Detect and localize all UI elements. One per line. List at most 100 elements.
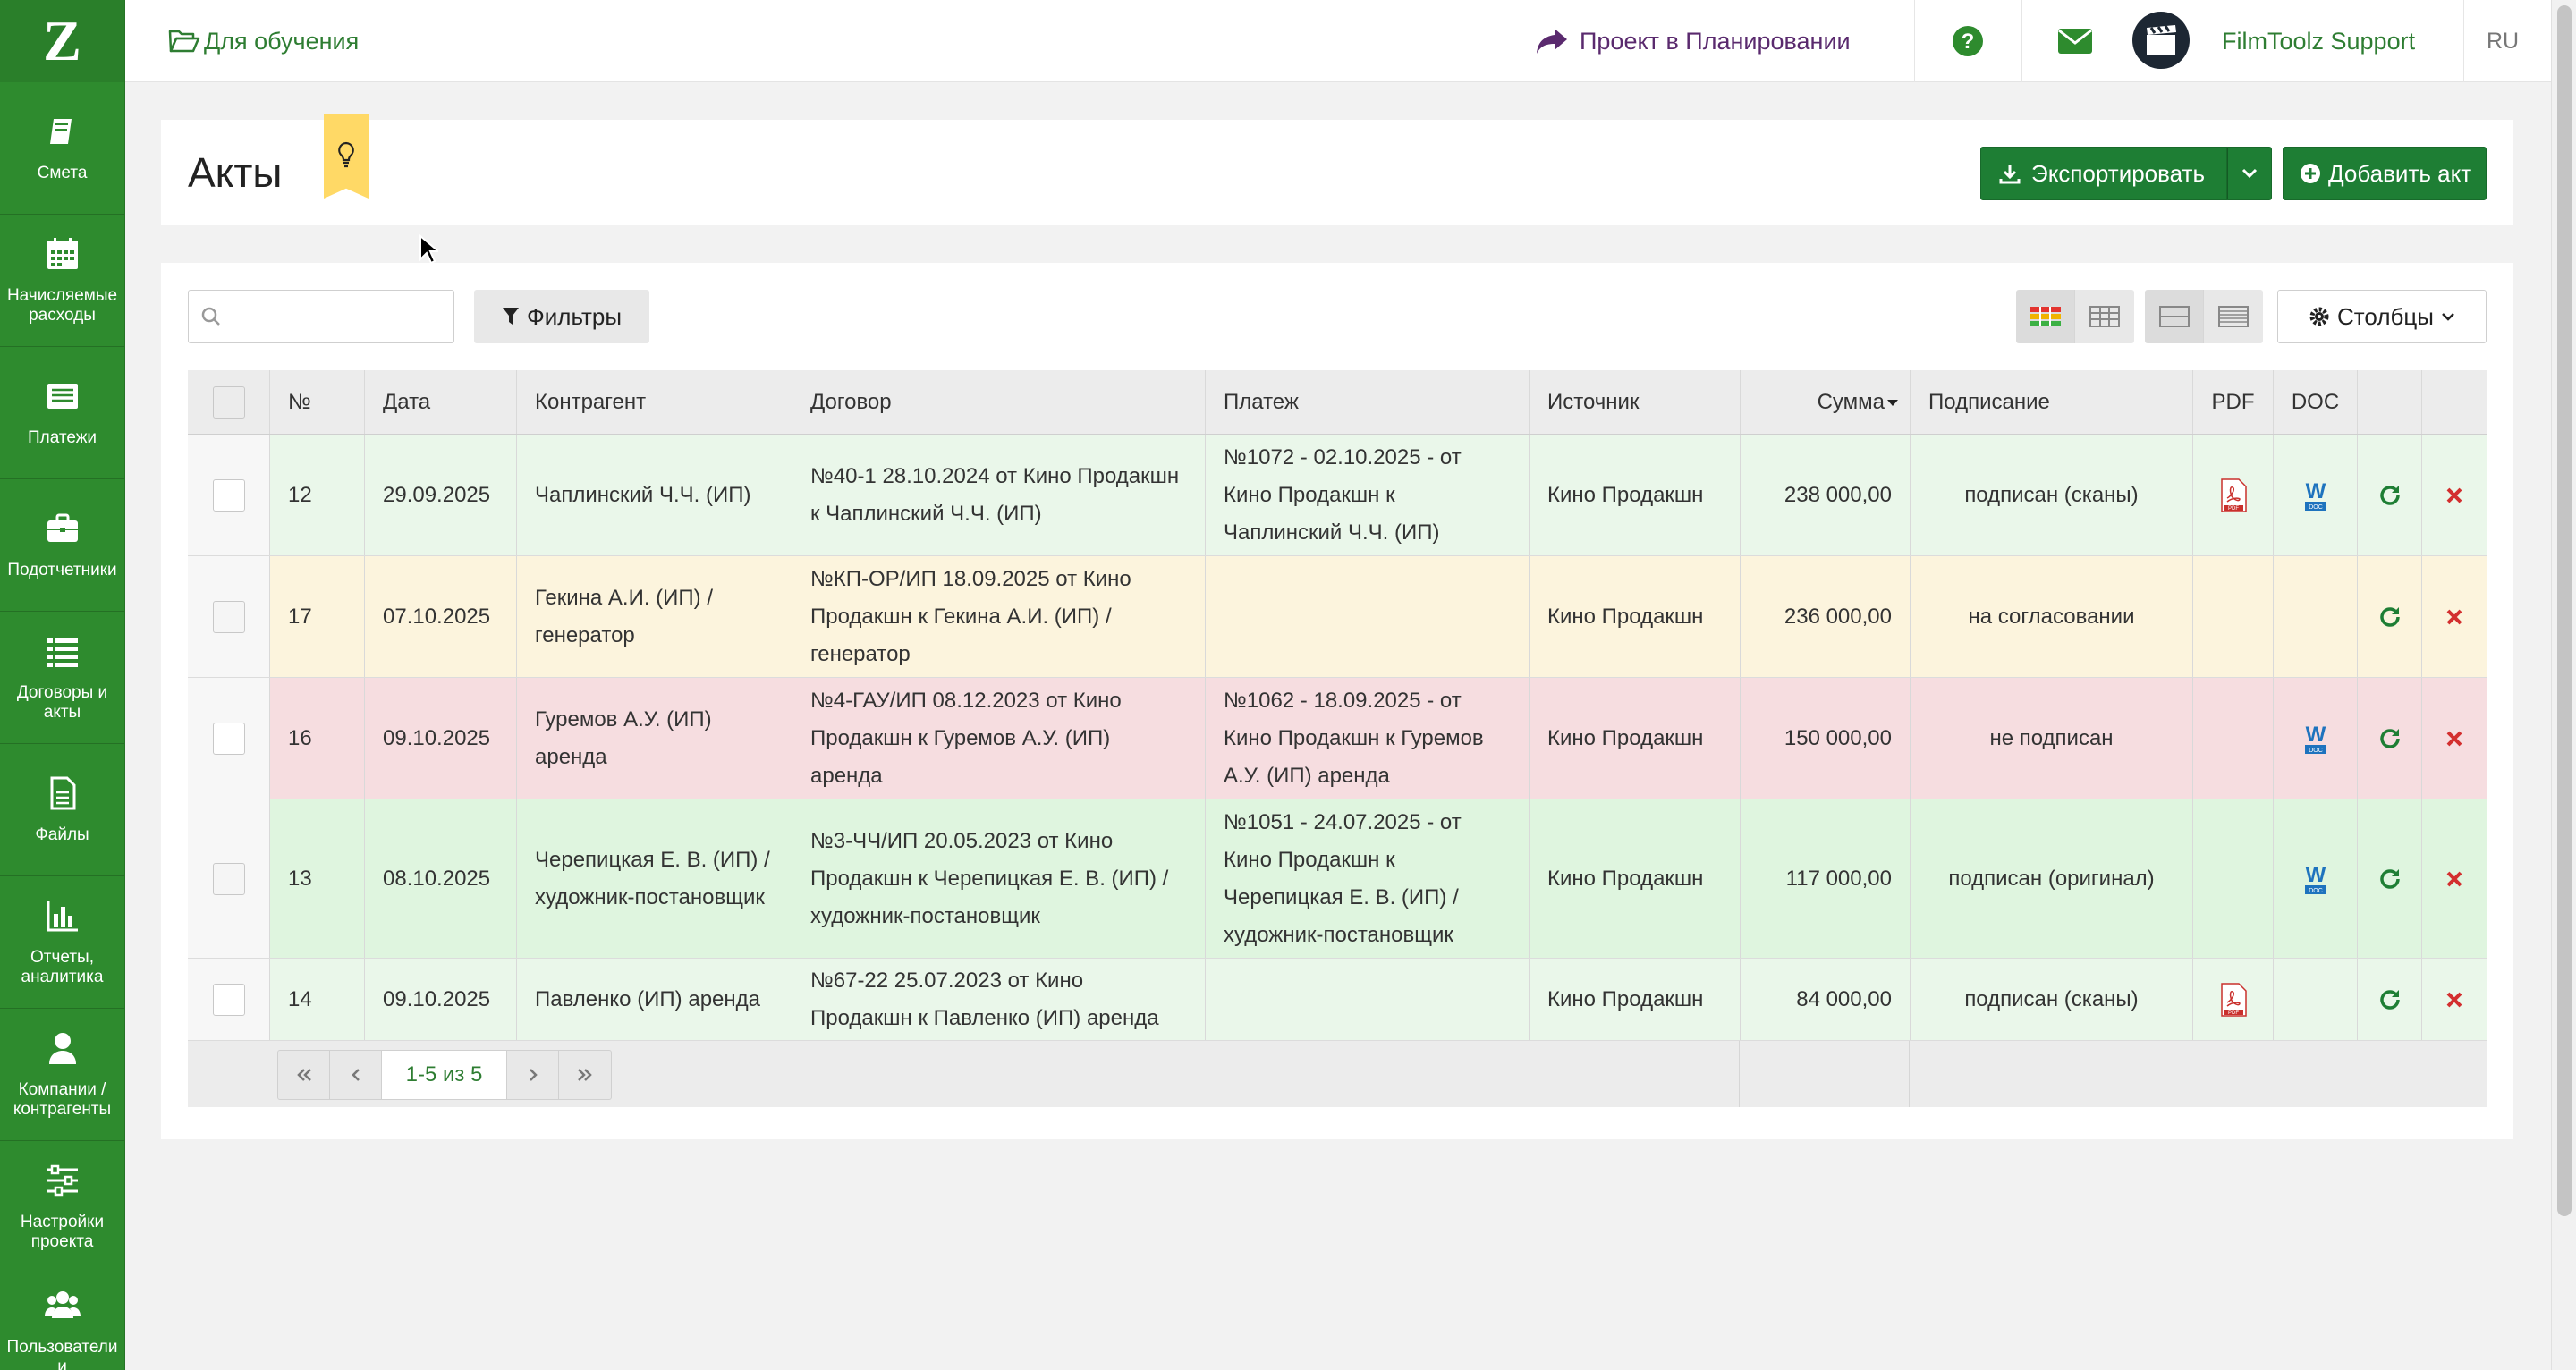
column-header-source[interactable]: Источник — [1530, 370, 1741, 434]
pdf-file-icon[interactable]: PDF — [2220, 478, 2247, 512]
envelope-icon — [2058, 29, 2092, 54]
help-button[interactable]: ? — [1914, 0, 2021, 82]
sidebar-item-companies[interactable]: Компании / контрагенты — [0, 1009, 124, 1141]
columns-button[interactable]: Столбцы — [2277, 290, 2487, 343]
sort-desc-icon — [1887, 399, 1898, 406]
svg-text:PDF: PDF — [2228, 506, 2239, 512]
column-header-signing[interactable]: Подписание — [1911, 370, 2193, 434]
sidebar-item-contracts[interactable]: Договоры и акты — [0, 612, 124, 744]
logo[interactable]: Z — [0, 0, 124, 82]
delete-icon[interactable] — [2445, 870, 2463, 888]
cell-doc — [2274, 959, 2358, 1040]
select-all-cell — [188, 370, 270, 434]
delete-icon[interactable] — [2445, 991, 2463, 1009]
double-chevron-right-icon — [578, 1069, 592, 1081]
row-checkbox[interactable] — [212, 862, 245, 895]
cell-number: 16 — [270, 678, 365, 799]
row-checkbox[interactable] — [212, 478, 245, 512]
table-row[interactable]: 14 09.10.2025 Павленко (ИП) аренда №67-2… — [188, 959, 2487, 1041]
sidebar-item-payments[interactable]: Платежи — [0, 347, 124, 479]
tips-bookmark[interactable] — [324, 114, 369, 199]
page-info: 1-5 из 5 — [382, 1051, 507, 1099]
delete-icon[interactable] — [2445, 608, 2463, 626]
first-page-button[interactable] — [278, 1051, 330, 1099]
page-title: Акты — [188, 149, 283, 196]
pagination: 1-5 из 5 — [277, 1050, 612, 1100]
briefcase-icon — [47, 513, 78, 542]
refresh-icon[interactable] — [2378, 605, 2402, 629]
row-select-cell — [188, 959, 270, 1040]
plain-table-view-button[interactable] — [2075, 290, 2134, 343]
svg-text:DOC: DOC — [2309, 888, 2323, 894]
cell-date: 09.10.2025 — [365, 678, 517, 799]
cell-pdf: PDF — [2193, 959, 2274, 1040]
sidebar-item-users[interactable]: Пользователи и — [0, 1273, 124, 1370]
cell-delete — [2422, 678, 2487, 799]
colored-rows-view-button[interactable] — [2016, 290, 2075, 343]
cell-sum: 84 000,00 — [1741, 959, 1911, 1040]
sidebar-item-reporters[interactable]: Подотчетники — [0, 479, 124, 612]
filter-icon — [502, 308, 519, 325]
refresh-icon[interactable] — [2378, 867, 2402, 891]
cell-source: Кино Продакшн — [1530, 678, 1741, 799]
column-header-contract[interactable]: Договор — [792, 370, 1206, 434]
add-act-button[interactable]: Добавить акт — [2283, 147, 2487, 200]
refresh-icon[interactable] — [2378, 727, 2402, 750]
column-header-counterparty[interactable]: Контрагент — [517, 370, 792, 434]
export-button[interactable]: Экспортировать — [1980, 147, 2227, 200]
table-row[interactable]: 13 08.10.2025 Черепицкая Е. В. (ИП) / ху… — [188, 799, 2487, 959]
column-header-number[interactable]: № — [270, 370, 365, 434]
search-field[interactable] — [188, 290, 454, 343]
prev-page-button[interactable] — [330, 1051, 382, 1099]
scrollbar-thumb[interactable] — [2557, 5, 2572, 1216]
sidebar-item-accruals[interactable]: Начисляемые расходы — [0, 215, 124, 347]
cell-source: Кино Продакшн — [1530, 435, 1741, 555]
chevron-down-icon — [2442, 313, 2454, 321]
column-header-payment[interactable]: Платеж — [1206, 370, 1530, 434]
next-page-button[interactable] — [507, 1051, 559, 1099]
language-switch[interactable]: RU — [2487, 0, 2519, 82]
sidebar-item-reports[interactable]: Отчеты, аналитика — [0, 876, 124, 1009]
row-checkbox[interactable] — [212, 722, 245, 755]
pdf-file-icon[interactable]: PDF — [2220, 982, 2247, 1017]
project-link[interactable]: Для обучения — [168, 0, 359, 82]
messages-button[interactable] — [2021, 0, 2129, 82]
table-row[interactable]: 17 07.10.2025 Гекина А.И. (ИП) / генерат… — [188, 556, 2487, 678]
comfortable-view-button[interactable] — [2145, 290, 2204, 343]
sidebar-item-settings[interactable]: Настройки проекта — [0, 1141, 124, 1273]
filters-button[interactable]: Фильтры — [474, 290, 649, 343]
row-checkbox[interactable] — [212, 983, 245, 1016]
refresh-icon[interactable] — [2378, 988, 2402, 1011]
cell-date: 29.09.2025 — [365, 435, 517, 555]
sidebar-item-smeta[interactable]: Смета — [0, 82, 124, 215]
page-scrollbar[interactable] — [2551, 0, 2576, 1370]
users-icon — [44, 1291, 80, 1318]
cell-counterparty: Чаплинский Ч.Ч. (ИП) — [517, 435, 792, 555]
row-checkbox[interactable] — [212, 600, 245, 633]
column-header-date[interactable]: Дата — [365, 370, 517, 434]
last-page-button[interactable] — [559, 1051, 611, 1099]
table-row[interactable]: 16 09.10.2025 Гуремов А.У. (ИП) аренда №… — [188, 678, 2487, 799]
delete-icon[interactable] — [2445, 486, 2463, 504]
delete-icon[interactable] — [2445, 730, 2463, 748]
cell-doc — [2274, 556, 2358, 677]
cell-delete — [2422, 435, 2487, 555]
sidebar-item-files[interactable]: Файлы — [0, 744, 124, 876]
refresh-icon[interactable] — [2378, 484, 2402, 507]
list-icon — [47, 638, 78, 667]
table-row[interactable]: 12 29.09.2025 Чаплинский Ч.Ч. (ИП) №40-1… — [188, 435, 2487, 556]
search-input[interactable] — [230, 304, 445, 329]
sidebar-item-label: Смета — [37, 163, 88, 182]
cell-pdf: PDF — [2193, 435, 2274, 555]
project-status-link[interactable]: Проект в Планировании — [1535, 0, 1851, 82]
export-dropdown-button[interactable] — [2227, 147, 2272, 200]
compact-view-button[interactable] — [2204, 290, 2263, 343]
column-header-sum[interactable]: Сумма — [1741, 370, 1911, 434]
cell-counterparty: Гуремов А.У. (ИП) аренда — [517, 678, 792, 799]
user-menu[interactable]: FilmToolz Support — [2222, 0, 2415, 82]
avatar[interactable] — [2132, 12, 2190, 69]
select-all-checkbox[interactable] — [212, 385, 245, 419]
